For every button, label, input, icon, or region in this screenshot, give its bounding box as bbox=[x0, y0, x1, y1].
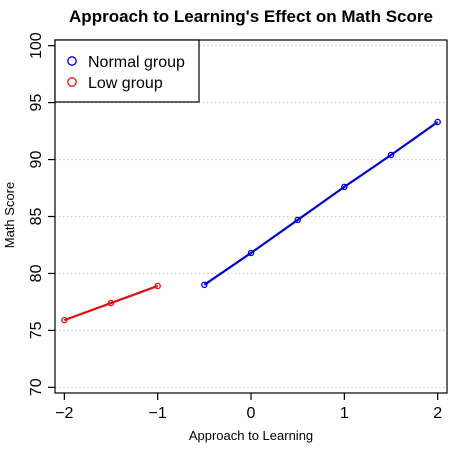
data-point bbox=[294, 216, 301, 224]
legend-label: Low group bbox=[88, 75, 163, 92]
y-tick-label: 70 bbox=[28, 378, 45, 396]
x-tick-label: 0 bbox=[247, 405, 256, 422]
series-0 bbox=[201, 118, 441, 289]
data-point bbox=[154, 282, 161, 290]
legend-label: Normal group bbox=[88, 54, 185, 71]
data-point bbox=[201, 281, 208, 289]
y-tick-label: 90 bbox=[28, 151, 45, 169]
y-tick-label: 100 bbox=[28, 32, 45, 59]
x-tick-label: 2 bbox=[433, 405, 442, 422]
chart-title: Approach to Learning's Effect on Math Sc… bbox=[69, 7, 433, 26]
data-point bbox=[247, 249, 255, 257]
legend-marker bbox=[67, 77, 77, 87]
series-layer bbox=[61, 118, 441, 324]
series-1 bbox=[61, 282, 161, 324]
data-point bbox=[107, 299, 115, 307]
legend-marker bbox=[67, 56, 77, 66]
y-tick-label: 95 bbox=[28, 94, 45, 112]
x-tick-label: 1 bbox=[340, 405, 349, 422]
legend: Normal group Low group bbox=[54, 39, 200, 103]
x-axis-label: Approach to Learning bbox=[189, 428, 313, 443]
series-line bbox=[63, 284, 159, 322]
data-point bbox=[387, 151, 395, 159]
y-tick-label: 80 bbox=[28, 264, 45, 282]
y-axis-label: Math Score bbox=[2, 182, 17, 248]
y-tick-label: 75 bbox=[28, 321, 45, 339]
x-tick-label: −1 bbox=[149, 405, 167, 422]
y-axis: 70 75 80 85 90 95 100 bbox=[28, 32, 55, 396]
legend-box bbox=[54, 39, 200, 103]
x-axis: −2 −1 0 1 2 bbox=[55, 393, 442, 422]
x-tick-label: −2 bbox=[55, 405, 73, 422]
data-point bbox=[341, 183, 348, 191]
y-tick-label: 85 bbox=[28, 208, 45, 226]
series-line bbox=[203, 121, 439, 286]
data-point bbox=[61, 316, 68, 324]
data-point bbox=[434, 118, 441, 126]
